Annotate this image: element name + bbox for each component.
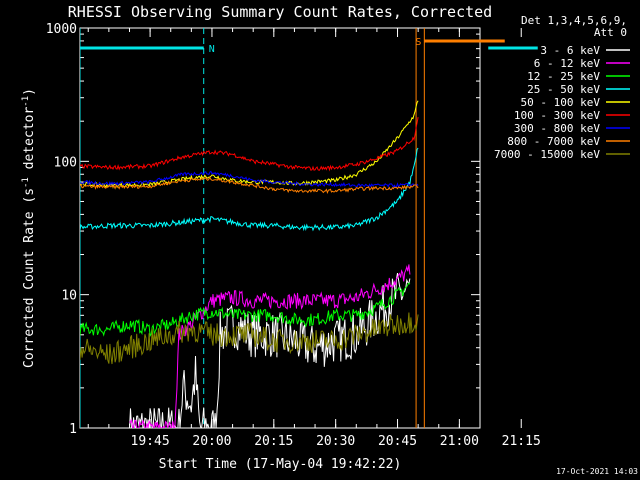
series-trace xyxy=(80,176,419,195)
series-100-300-kev xyxy=(80,117,419,172)
x-tick-label: 21:15 xyxy=(502,434,541,449)
y-tick-label: 1 xyxy=(69,422,77,437)
legend-entry-label: 300 - 800 keV xyxy=(514,122,600,135)
series-6-12-kev xyxy=(129,264,538,428)
series-800-7000-kev xyxy=(80,176,419,195)
legend-entry-label: 100 - 300 keV xyxy=(514,109,600,122)
legend-entry-label: 50 - 100 keV xyxy=(521,96,601,109)
y-tick-label: 100 xyxy=(54,155,77,170)
plot-frame xyxy=(79,27,481,429)
series-layer xyxy=(80,100,538,428)
x-tick-label: 20:15 xyxy=(254,434,293,449)
chart-title: RHESSI Observing Summary Count Rates, Co… xyxy=(68,3,492,21)
legend-header: Det 1,3,4,5,6,9, xyxy=(521,14,627,27)
y-axis-label-sup: -1 xyxy=(21,96,31,107)
series-trace xyxy=(129,264,411,428)
x-axis-label: Start Time (17-May-04 19:42:22) xyxy=(159,457,402,472)
series-50-100-kev xyxy=(80,100,538,189)
legend-entry-label: 3 - 6 keV xyxy=(540,44,600,57)
y-axis-label-part: detector xyxy=(22,107,37,178)
series-trace-after-saa xyxy=(505,174,538,181)
series-trace-after-saa xyxy=(505,285,538,311)
series-12-25-kev xyxy=(80,282,538,338)
legend-header: Att 0 xyxy=(594,26,627,39)
legend-entry-label: 7000 - 15000 keV xyxy=(494,148,600,161)
y-axis-label: Corrected Count Rate (s-1 detector-1) xyxy=(21,88,37,368)
legend-entry-label: 25 - 50 keV xyxy=(527,83,600,96)
series-trace xyxy=(80,282,411,338)
timestamp-label: 17-Oct-2021 14:03 xyxy=(556,467,638,476)
series-7000-15000-kev xyxy=(80,312,538,365)
plot-axes: 1 10 100 1000 19:45 20:00 20:15 20:30 20:45 21:00… xyxy=(46,22,541,449)
x-tick-label: 20:30 xyxy=(316,434,355,449)
series-3-6-kev xyxy=(129,273,411,428)
y-axis-label-sup: -1 xyxy=(21,177,31,188)
legend-entry-label: 12 - 25 keV xyxy=(527,70,600,83)
flag-bars: NS xyxy=(80,37,538,55)
x-tick-label: 20:45 xyxy=(378,434,417,449)
series-trace xyxy=(80,117,419,172)
series-trace xyxy=(80,100,419,189)
flag-label: S xyxy=(415,37,421,48)
x-tick-label: 19:45 xyxy=(131,434,170,449)
series-300-800-kev xyxy=(80,170,419,188)
series-trace xyxy=(129,273,411,428)
legend-entry-label: 800 - 7000 keV xyxy=(507,135,600,148)
y-axis-label-part: Corrected Count Rate (s xyxy=(22,188,37,368)
legend-entry-label: 6 - 12 keV xyxy=(534,57,601,70)
series-trace xyxy=(80,312,419,365)
series-trace-after-saa xyxy=(505,215,538,226)
series-trace xyxy=(80,170,419,188)
x-tick-label: 20:00 xyxy=(192,434,231,449)
series-25-50-kev xyxy=(80,147,538,232)
series-trace xyxy=(80,147,419,232)
night-spans xyxy=(80,28,425,428)
series-trace-after-saa xyxy=(505,382,538,425)
y-axis-label-part: ) xyxy=(22,88,37,96)
series-trace-after-saa xyxy=(505,333,538,359)
flag-label: N xyxy=(209,44,215,55)
x-tick-label: 21:00 xyxy=(440,434,479,449)
y-tick-label: 1000 xyxy=(46,22,77,37)
y-tick-label: 10 xyxy=(61,289,77,304)
